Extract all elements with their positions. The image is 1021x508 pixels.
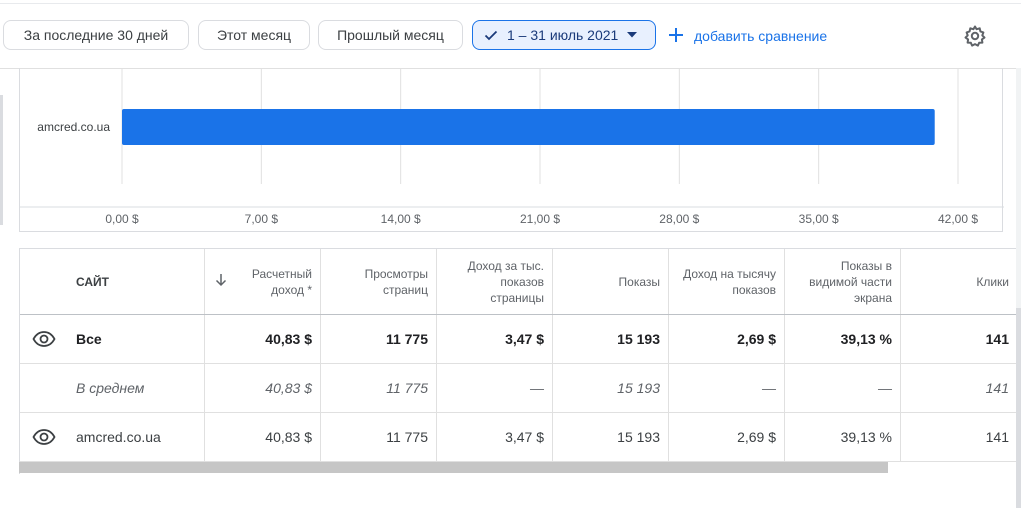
total-clicks: 141: [985, 331, 1009, 347]
average-pageviews: 11 775: [321, 364, 437, 412]
site-impression-rpm: 2,69 $: [669, 413, 785, 461]
total-viewability: 39,13 %: [785, 315, 901, 363]
total-impressions: 15 193: [553, 315, 669, 363]
x-tick-label: 0,00 $: [105, 212, 139, 226]
chip-last-30-days[interactable]: За последние 30 дней: [3, 20, 189, 50]
total-pageviews: 11 775: [321, 315, 437, 363]
add-comparison-button[interactable]: добавить сравнение: [668, 26, 827, 46]
header-impression-rpm-label: Доход на тысячу показов: [683, 266, 776, 297]
eye-icon[interactable]: [32, 425, 56, 449]
total-rpm: 3,47 $: [437, 315, 553, 363]
x-tick-label: 14,00 $: [381, 212, 421, 226]
revenue-bar-chart: 0,00 $ 7,00 $ 14,00 $ 21,00 $ 28,00 $ 35,00 $…: [19, 68, 1004, 232]
category-label: amcred.co.ua: [37, 120, 110, 134]
site-cell: amcred.co.ua: [20, 413, 205, 461]
average-impressions: 15 193: [553, 364, 669, 412]
report-table: САЙТ Расчетный доход * Просмотры страниц…: [19, 248, 1017, 474]
header-impression-rpm[interactable]: Доход на тысячу показов: [669, 249, 785, 314]
header-site[interactable]: САЙТ: [20, 249, 205, 314]
chip-this-month[interactable]: Этот месяц: [198, 20, 310, 50]
add-comparison-label: добавить сравнение: [694, 28, 828, 44]
average-viewability: —: [785, 364, 901, 412]
gear-icon[interactable]: [963, 24, 987, 48]
average-revenue: 40,83 $: [205, 364, 321, 412]
check-icon: [483, 27, 499, 43]
average-label: В среднем: [20, 364, 205, 412]
x-tick-label: 21,00 $: [520, 212, 560, 226]
x-tick-label: 42,00 $: [938, 212, 978, 226]
header-viewability-label: Показы в видимой части экрана: [809, 258, 892, 305]
vertical-scrollbar[interactable]: [1016, 68, 1021, 508]
table-header-row: САЙТ Расчетный доход * Просмотры страниц…: [20, 249, 1017, 315]
header-pageviews-label: Просмотры страниц: [364, 266, 428, 297]
chip-last-month[interactable]: Прошлый месяц: [318, 20, 463, 50]
site-clicks: 141: [985, 429, 1009, 445]
left-scroll-edge: [0, 95, 3, 225]
caret-down-icon: [626, 31, 638, 39]
average-rpm: —: [437, 364, 553, 412]
table-row-total: Все 40,83 $ 11 775 3,47 $ 15 193 2,69 $ …: [20, 315, 1017, 364]
table-row-average: В среднем 40,83 $ 11 775 — 15 193 — — 14…: [20, 364, 1017, 413]
horizontal-scrollbar[interactable]: [19, 462, 888, 473]
table-row: amcred.co.ua 40,83 $ 11 775 3,47 $ 15 19…: [20, 413, 1017, 462]
chip-selected-date-range[interactable]: 1 – 31 июль 2021: [472, 20, 656, 50]
header-revenue[interactable]: Расчетный доход *: [205, 249, 321, 314]
x-tick-label: 7,00 $: [245, 212, 279, 226]
selected-range-label: 1 – 31 июль 2021: [507, 27, 619, 43]
site-viewability: 39,13 %: [785, 413, 901, 461]
total-revenue: 40,83 $: [205, 315, 321, 363]
header-impressions-label: Показы: [618, 274, 660, 289]
total-impression-rpm: 2,69 $: [669, 315, 785, 363]
average-impression-rpm: —: [669, 364, 785, 412]
vertical-scrollbar-thumb[interactable]: [1016, 308, 1021, 508]
header-clicks-label: Клики: [976, 274, 1009, 289]
site-revenue: 40,83 $: [205, 413, 321, 461]
header-revenue-label: Расчетный доход *: [251, 266, 312, 297]
total-site-cell: Все: [20, 315, 205, 363]
total-label: Все: [76, 331, 102, 347]
eye-icon[interactable]: [32, 327, 56, 351]
site-rpm: 3,47 $: [437, 413, 553, 461]
site-pageviews: 11 775: [321, 413, 437, 461]
header-pageviews[interactable]: Просмотры страниц: [321, 249, 437, 314]
header-rpm-label: Доход за тыс. показов страницы: [467, 258, 544, 305]
header-impressions[interactable]: Показы: [553, 249, 669, 314]
top-divider: [0, 3, 1021, 4]
site-impressions: 15 193: [553, 413, 669, 461]
sort-arrow-icon: [215, 273, 227, 291]
header-rpm[interactable]: Доход за тыс. показов страницы: [437, 249, 553, 314]
bar: [122, 109, 935, 145]
chart-canvas: 0,00 $ 7,00 $ 14,00 $ 21,00 $ 28,00 $ 35,00 $…: [20, 68, 1004, 226]
x-tick-label: 28,00 $: [659, 212, 699, 226]
plus-icon: [668, 27, 684, 46]
date-range-toolbar: За последние 30 дней Этот месяц Прошлый …: [0, 0, 1021, 69]
site-name: amcred.co.ua: [76, 429, 161, 445]
header-clicks[interactable]: Клики: [901, 249, 1017, 314]
x-tick-label: 35,00 $: [799, 212, 839, 226]
header-viewability[interactable]: Показы в видимой части экрана: [785, 249, 901, 314]
average-clicks: 141: [985, 380, 1009, 396]
